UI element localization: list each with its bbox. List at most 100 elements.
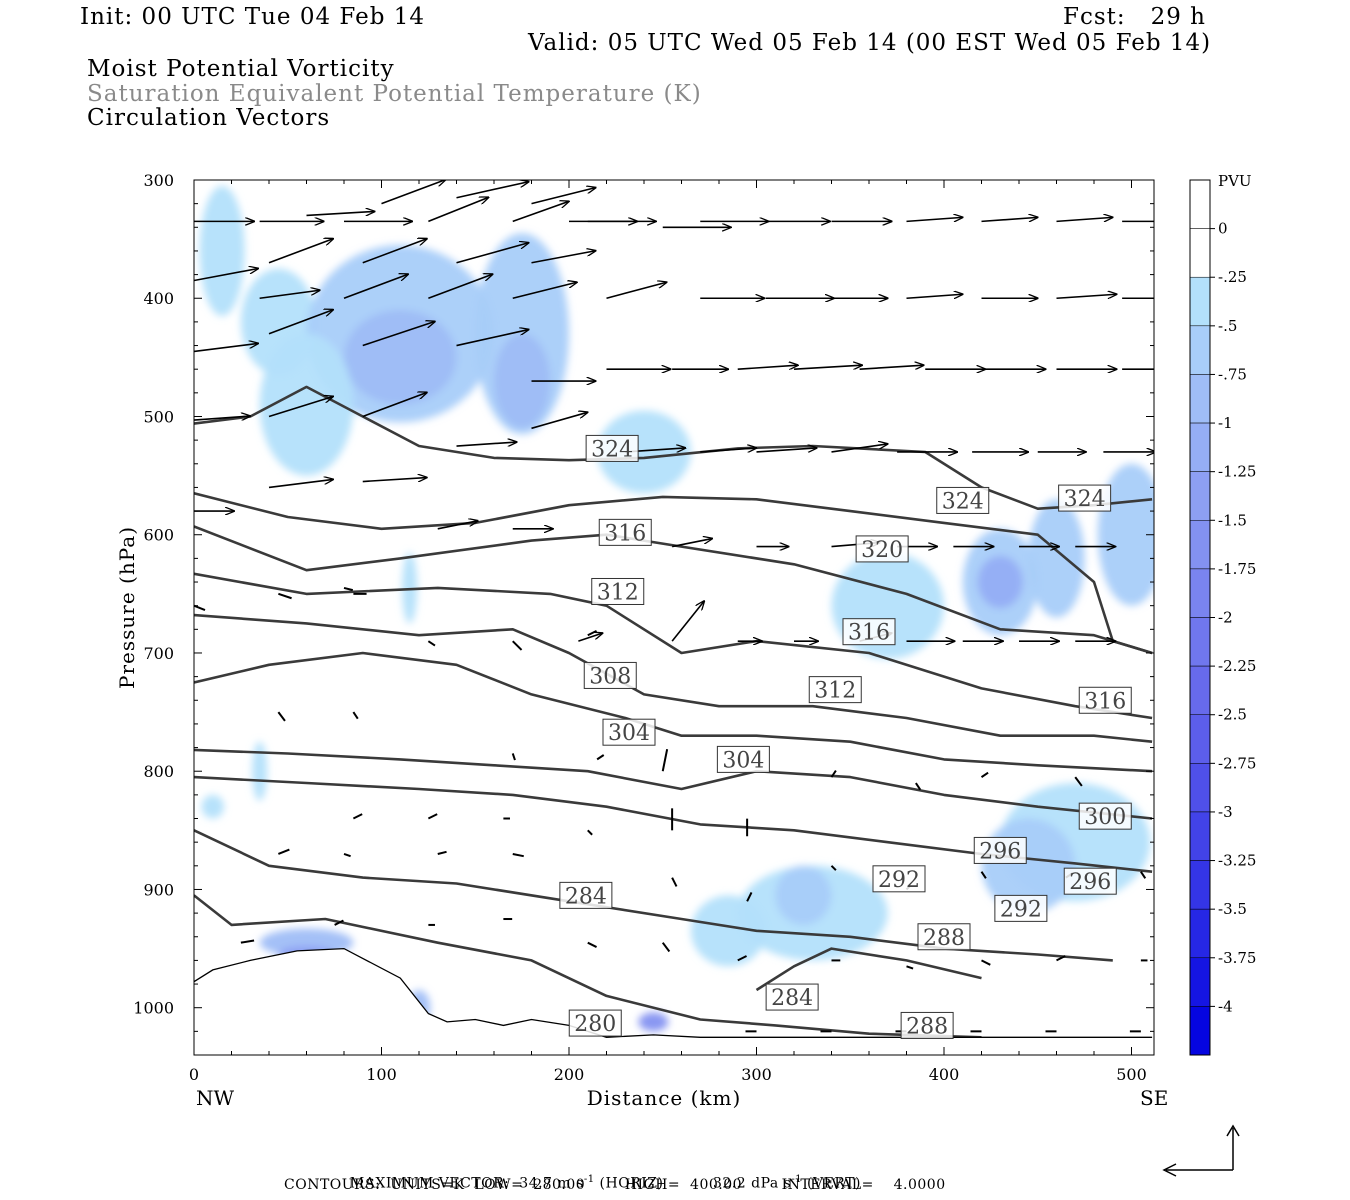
circulation-vector xyxy=(531,188,596,205)
colorbar-label: -3.25 xyxy=(1218,852,1256,870)
colorbar-swatch xyxy=(1189,665,1211,715)
circulation-vector xyxy=(606,282,667,300)
colorbar-swatch xyxy=(1189,276,1211,327)
circulation-vector xyxy=(343,274,408,299)
circulation-vector xyxy=(194,416,250,421)
colorbar-swatch xyxy=(1189,714,1211,764)
colorbar-swatch xyxy=(1189,228,1211,278)
colorbar-swatch xyxy=(1189,811,1211,861)
circulation-vector xyxy=(661,749,669,772)
circulation-vector xyxy=(437,850,447,855)
pv-region xyxy=(344,310,457,405)
colorbar-label: -.75 xyxy=(1218,365,1247,383)
circulation-vector xyxy=(737,365,798,370)
contour-label-box xyxy=(568,1009,622,1037)
circulation-vector xyxy=(587,941,597,948)
isentrope-line xyxy=(194,748,1153,820)
circulation-vector xyxy=(1056,217,1113,223)
colorbar-swatch xyxy=(1189,763,1211,813)
max-vector-line: MAXIMUM VECTOR: 34.7 m s-1 (HORIZ) 32.2 … xyxy=(340,1158,861,1192)
isentrope-line xyxy=(194,651,1153,773)
circulation-vector xyxy=(671,539,712,548)
contour-label-box xyxy=(765,983,819,1011)
field-title-theta-es: Saturation Equivalent Potential Temperat… xyxy=(87,81,702,107)
colorbar-swatch xyxy=(1189,568,1211,618)
contour-label: 284 xyxy=(565,884,607,909)
colorbar: PVU 0 -.25 -.5 -.75 -1 -1.25 -1.5 -1.75 -2 -2.25 -2… xyxy=(1189,172,1256,1056)
circulation-vector xyxy=(830,769,837,778)
contour-label: 320 xyxy=(861,538,903,563)
vert-unit-exp: -1 xyxy=(791,1174,803,1185)
y-tick-label: 300 xyxy=(143,171,174,190)
isentrope-line xyxy=(194,829,1113,962)
circulation-vector xyxy=(756,448,817,453)
contour-label-box xyxy=(917,923,971,951)
circulation-vector xyxy=(268,239,333,264)
circulation-vector xyxy=(277,711,286,722)
circulation-vector xyxy=(512,282,577,300)
contour-label-box xyxy=(1078,802,1132,830)
circulation-vector xyxy=(381,180,446,205)
circulation-vector xyxy=(1056,955,1066,962)
x-tick-label: 500 xyxy=(1116,1065,1147,1084)
contour-label: 304 xyxy=(608,721,650,746)
isentrope-line xyxy=(194,525,1153,655)
colorbar-label: -1.5 xyxy=(1218,511,1247,529)
circulation-vector xyxy=(1056,294,1117,300)
circulation-vector xyxy=(830,865,837,871)
axes: 300 400 500 600 700 800 900 1000 0 100 200 300 400 50… xyxy=(115,171,1168,1110)
circulation-vector xyxy=(362,392,427,418)
colorbar-swatch xyxy=(1189,957,1211,1007)
contour-label: 296 xyxy=(1069,870,1111,895)
colorbar-swatch xyxy=(1189,617,1211,667)
circulation-vector xyxy=(700,448,756,453)
circulation-vector xyxy=(456,330,529,347)
colorbar-title: PVU xyxy=(1218,172,1252,190)
contour-label: 308 xyxy=(589,664,631,689)
circulation-vector xyxy=(512,201,569,223)
contour-label-box xyxy=(842,618,896,646)
isentrope-line xyxy=(194,894,982,1039)
contour-label-box xyxy=(872,865,926,893)
contour-label-box xyxy=(1078,686,1132,714)
pv-region xyxy=(597,410,691,494)
contour-label-box xyxy=(1063,867,1117,895)
contour-label-box xyxy=(598,518,652,546)
contour-label-box xyxy=(855,535,909,563)
colorbar-label: -.5 xyxy=(1218,317,1237,335)
circulation-vector xyxy=(671,877,678,887)
contour-label: 284 xyxy=(771,986,813,1011)
colorbar-label: -2 xyxy=(1218,609,1233,627)
pv-region xyxy=(252,741,268,801)
circulation-vector xyxy=(981,217,1038,223)
pv-region xyxy=(775,865,832,925)
horiz-max: 34.7 m s xyxy=(519,1175,584,1192)
contour-label-box xyxy=(585,434,639,462)
circulation-vector xyxy=(906,217,963,223)
circulation-vector xyxy=(587,629,597,637)
circulation-vector xyxy=(859,365,924,370)
pv-region xyxy=(201,794,224,819)
field-title-pv: Moist Potential Vorticity xyxy=(87,56,395,82)
isentrope-line xyxy=(755,947,982,992)
circulation-vector xyxy=(259,290,320,300)
pv-region xyxy=(690,895,766,967)
circulation-vector xyxy=(268,479,333,489)
contour-label: 316 xyxy=(848,621,890,646)
plot-frame xyxy=(193,179,1155,1056)
contour-label: 288 xyxy=(923,926,965,951)
circulation-vector xyxy=(531,412,588,430)
isentrope-line xyxy=(194,572,1153,720)
colorbar-swatch xyxy=(1189,471,1211,521)
circulation-vector xyxy=(306,211,375,217)
pv-region xyxy=(638,1012,669,1032)
pv-region xyxy=(1028,499,1085,618)
contour-label-box xyxy=(900,1011,954,1039)
circulation-vector xyxy=(343,853,351,858)
pv-region xyxy=(199,185,245,316)
field-title-vectors: Circulation Vectors xyxy=(87,105,331,131)
contour-label-box xyxy=(591,577,645,605)
colorbar-label: -1.75 xyxy=(1218,560,1256,578)
terrain-fill xyxy=(194,948,1154,1055)
contour-label-box xyxy=(994,894,1048,922)
